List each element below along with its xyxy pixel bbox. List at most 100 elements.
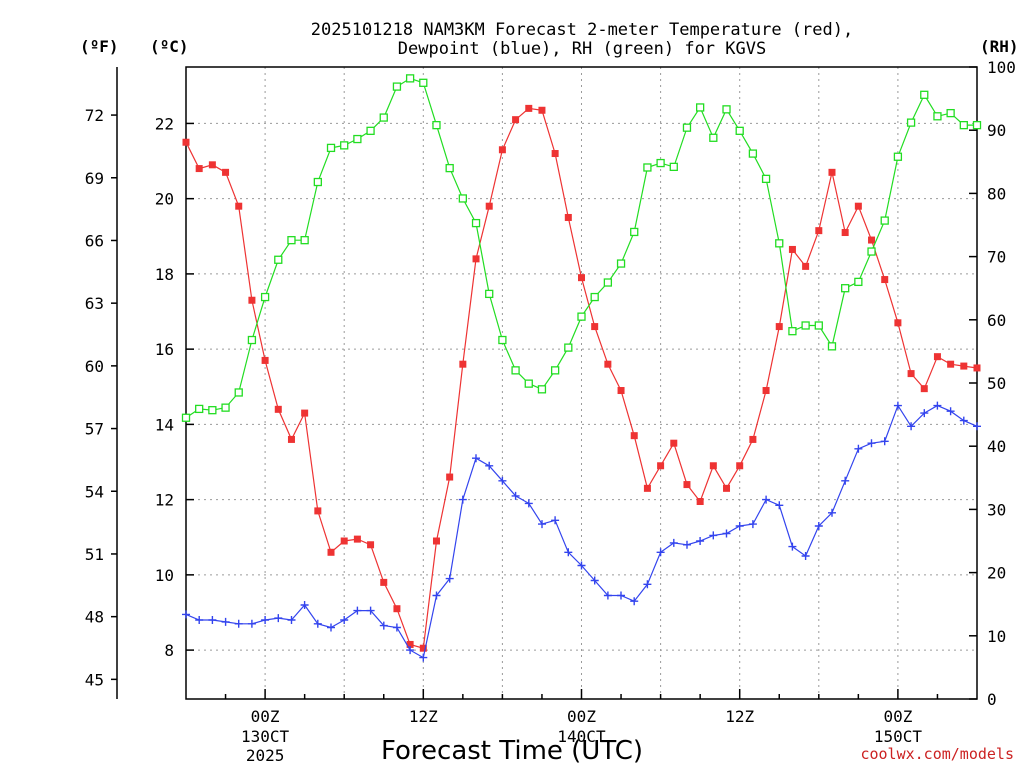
dewpoint-point: [630, 597, 639, 606]
dewpoint-point: [564, 548, 573, 557]
2-meter-temperature-point: [696, 498, 704, 505]
celsius-tick-label: 16: [155, 340, 174, 359]
2-meter-temperature-point: [749, 435, 757, 443]
chart-subtitle: Dewpoint (blue), RH (green) for KGVS: [398, 39, 766, 59]
dewpoint-point: [551, 516, 560, 525]
fahrenheit-unit-label: (ºF): [80, 37, 119, 56]
dewpoint-point: [195, 616, 204, 624]
dewpoint-point: [801, 552, 810, 560]
dewpoint-point: [524, 499, 533, 508]
rh-point: [208, 406, 217, 415]
x-tick-label: 00Z: [251, 707, 280, 726]
2-meter-temperature-point: [538, 106, 546, 114]
2-meter-temperature-point: [828, 168, 836, 176]
rh-point: [274, 255, 283, 264]
dewpoint-point: [841, 476, 850, 485]
dewpoint-point: [617, 591, 625, 600]
dewpoint-point: [722, 529, 731, 538]
2-meter-temperature-point: [235, 202, 243, 210]
fahrenheit-tick-label: 69: [85, 169, 104, 188]
celsius-tick-label: 22: [155, 114, 174, 133]
2-meter-temperature-point: [630, 432, 638, 440]
rh-tick-label: 10: [987, 627, 1006, 646]
2-meter-temperature-point: [683, 481, 691, 489]
rh-point: [682, 123, 692, 132]
fahrenheit-tick-label: 72: [85, 106, 104, 125]
2-meter-temperature-point: [195, 165, 203, 173]
2-meter-temperature-point: [643, 484, 651, 492]
rh-point: [247, 335, 257, 345]
rh-tick-label: 90: [987, 121, 1006, 140]
rh-point: [181, 413, 191, 422]
2-meter-temperature-point: [657, 462, 665, 470]
dewpoint-point: [208, 616, 217, 624]
rh-tick-label: 0: [987, 690, 997, 709]
rh-point: [775, 239, 784, 248]
rh-point: [564, 343, 573, 352]
fahrenheit-tick-label: 45: [85, 670, 104, 689]
celsius-tick-label: 14: [155, 415, 174, 434]
dewpoint-point: [340, 616, 349, 624]
rh-tick-label: 30: [987, 500, 1006, 519]
dewpoint-point: [261, 616, 270, 624]
celsius-tick-label: 18: [155, 265, 174, 284]
2-meter-temperature-point: [274, 405, 282, 413]
rh-point: [366, 126, 375, 135]
rh-point: [524, 379, 533, 388]
dewpoint-point: [327, 623, 335, 632]
dewpoint-point: [472, 454, 480, 463]
rh-point: [300, 236, 309, 245]
rh-point: [643, 163, 652, 172]
dewpoint-point: [973, 422, 981, 431]
2-meter-temperature-point: [432, 537, 440, 545]
celsius-tick-label: 8: [164, 641, 174, 660]
rh-point: [788, 327, 797, 336]
dewpoint-point: [814, 522, 823, 530]
2-meter-temperature-point: [380, 578, 388, 586]
2-meter-temperature-point: [353, 535, 361, 543]
rh-point: [722, 105, 731, 114]
2-meter-temperature-point: [802, 262, 810, 270]
rh-point: [841, 284, 850, 293]
x-tick-year-label: 2025: [246, 746, 285, 765]
2-meter-temperature-point: [788, 245, 796, 253]
dewpoint-point: [788, 542, 797, 551]
2-meter-temperature-point: [815, 227, 823, 235]
celsius-tick-label: 10: [155, 566, 174, 585]
2-meter-temperature-point: [367, 541, 375, 549]
rh-point: [577, 312, 586, 321]
dewpoint-point: [498, 476, 507, 485]
2-meter-temperature-point: [868, 236, 876, 244]
x-tick-date-label: 130CT: [241, 727, 290, 746]
2-meter-temperature-point: [301, 409, 309, 417]
dewpoint-point: [920, 409, 929, 418]
rh-point: [353, 134, 362, 144]
celsius-unit-label: (ºC): [150, 37, 189, 56]
dewpoint-point: [379, 621, 388, 630]
dewpoint-point: [590, 576, 599, 585]
2-meter-temperature-series: [182, 104, 981, 652]
dewpoint-point: [762, 495, 771, 504]
rh-tick-label: 60: [987, 311, 1006, 330]
2-meter-temperature-point: [591, 323, 599, 331]
rh-point: [748, 149, 758, 158]
dewpoint-point: [274, 614, 283, 623]
rh-point: [550, 366, 560, 375]
fahrenheit-tick-label: 57: [85, 420, 104, 439]
rh-point: [195, 404, 204, 414]
rh-point: [445, 163, 454, 173]
dewpoint-point: [511, 491, 520, 500]
rh-point: [498, 335, 507, 345]
data-series: [181, 74, 982, 662]
rh-point: [485, 289, 494, 299]
rh-point: [260, 292, 270, 302]
rh-point: [669, 162, 678, 172]
rh-point: [379, 113, 388, 122]
rh-tick-label: 100: [987, 58, 1016, 77]
tick-labels: 8 10 12 14 16 18 20 22 45 48 51 54 57 60 63 66 69 72 0 10 20…: [85, 58, 1016, 765]
fahrenheit-tick-label: 54: [85, 482, 104, 501]
rh-point: [906, 118, 916, 127]
2-meter-temperature-point: [248, 296, 256, 304]
dewpoint-point: [577, 561, 586, 570]
2-meter-temperature-point: [973, 364, 981, 372]
